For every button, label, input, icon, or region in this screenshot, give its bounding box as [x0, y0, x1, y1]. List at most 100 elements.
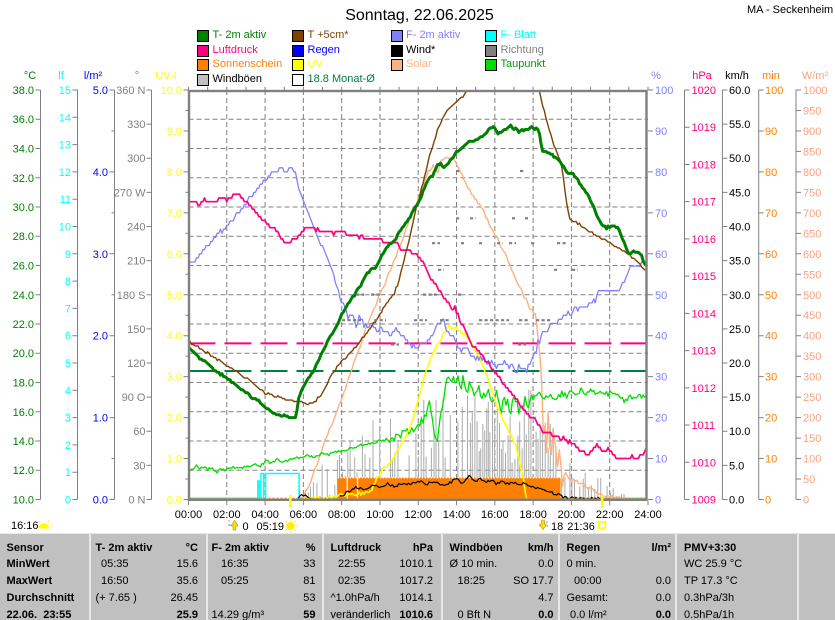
svg-text:120: 120: [127, 358, 145, 370]
svg-text:100: 100: [803, 454, 821, 466]
svg-text:0: 0: [65, 495, 71, 507]
svg-text:°: °: [135, 70, 139, 82]
svg-text:12: 12: [59, 167, 71, 179]
svg-text:38.0: 38.0: [13, 85, 34, 97]
svg-text:22:00: 22:00: [596, 509, 624, 521]
svg-text:1009: 1009: [692, 495, 716, 507]
svg-text:1.0: 1.0: [93, 413, 108, 425]
svg-text:5.0: 5.0: [729, 460, 744, 472]
svg-text:18:00: 18:00: [519, 509, 547, 521]
svg-text:0.0: 0.0: [93, 495, 108, 507]
svg-text:5.0: 5.0: [167, 290, 182, 302]
svg-text:0.0: 0.0: [729, 495, 744, 507]
svg-text:21:36: 21:36: [567, 521, 595, 533]
svg-text:2.0: 2.0: [93, 331, 108, 343]
svg-text:16.0: 16.0: [13, 407, 34, 419]
svg-text:200: 200: [803, 413, 821, 425]
svg-text:800: 800: [803, 167, 821, 179]
svg-text:10: 10: [59, 222, 71, 234]
svg-text:22.0: 22.0: [13, 319, 34, 331]
svg-text:0: 0: [243, 521, 249, 533]
svg-text:50: 50: [765, 290, 777, 302]
svg-text:15.0: 15.0: [729, 392, 750, 404]
svg-text:60.0: 60.0: [729, 85, 750, 97]
svg-text:30: 30: [655, 372, 667, 384]
svg-text:330: 330: [127, 119, 145, 131]
svg-text:8: 8: [65, 276, 71, 288]
svg-text:4.0: 4.0: [93, 167, 108, 179]
svg-text:°C: °C: [24, 70, 36, 82]
svg-text:14: 14: [59, 112, 71, 124]
svg-text:UV-I: UV-I: [155, 70, 176, 82]
svg-text:250: 250: [803, 392, 821, 404]
svg-text:8.0: 8.0: [167, 167, 182, 179]
svg-text:950: 950: [803, 106, 821, 118]
svg-text:3: 3: [65, 413, 71, 425]
svg-text:12.0: 12.0: [13, 465, 34, 477]
svg-text:7.0: 7.0: [167, 208, 182, 220]
svg-text:0 N: 0 N: [128, 495, 145, 507]
svg-text:3.0: 3.0: [167, 372, 182, 384]
svg-text:210: 210: [127, 256, 145, 268]
svg-text:360 N: 360 N: [116, 85, 145, 97]
svg-text:45.0: 45.0: [729, 187, 750, 199]
svg-text:10.0: 10.0: [13, 495, 34, 507]
svg-text:20: 20: [655, 413, 667, 425]
svg-text:270 W: 270 W: [114, 187, 146, 199]
svg-text:700: 700: [803, 208, 821, 220]
svg-text:20.0: 20.0: [729, 358, 750, 370]
svg-text:1013: 1013: [692, 346, 716, 358]
svg-text:1: 1: [65, 467, 71, 479]
svg-text:100: 100: [765, 85, 783, 97]
svg-text:1.0: 1.0: [167, 454, 182, 466]
svg-text:10: 10: [765, 454, 777, 466]
svg-text:300: 300: [803, 372, 821, 384]
svg-text:3.0: 3.0: [93, 249, 108, 261]
svg-text:hPa: hPa: [692, 70, 712, 82]
svg-text:0: 0: [765, 495, 771, 507]
svg-text:04:00: 04:00: [251, 509, 279, 521]
svg-text:30.0: 30.0: [13, 202, 34, 214]
svg-text:min: min: [762, 70, 780, 82]
svg-text:5.0: 5.0: [93, 85, 108, 97]
svg-text:%: %: [651, 70, 661, 82]
svg-text:60: 60: [655, 249, 667, 261]
svg-text:90: 90: [655, 126, 667, 138]
svg-text:750: 750: [803, 187, 821, 199]
svg-text:80: 80: [765, 167, 777, 179]
svg-text:240: 240: [127, 222, 145, 234]
svg-text:450: 450: [803, 310, 821, 322]
svg-text:15: 15: [59, 85, 71, 97]
svg-text:550: 550: [803, 269, 821, 281]
svg-text:70: 70: [765, 208, 777, 220]
svg-text:l/m²: l/m²: [84, 70, 103, 82]
svg-text:350: 350: [803, 351, 821, 363]
svg-text:1016: 1016: [692, 234, 716, 246]
svg-text:30: 30: [133, 460, 145, 472]
svg-text:30: 30: [765, 372, 777, 384]
svg-text:18: 18: [551, 521, 563, 533]
svg-text:10.0: 10.0: [729, 426, 750, 438]
svg-text:11: 11: [60, 194, 71, 206]
svg-text:18.0: 18.0: [13, 378, 34, 390]
svg-text:16:16: 16:16: [11, 520, 39, 532]
svg-text:W/m²: W/m²: [802, 70, 829, 82]
svg-text:6: 6: [65, 331, 71, 343]
svg-text:70: 70: [655, 208, 667, 220]
svg-text:90: 90: [765, 126, 777, 138]
svg-text:08:00: 08:00: [328, 509, 356, 521]
svg-text:02:00: 02:00: [213, 509, 241, 521]
svg-text:40.0: 40.0: [729, 222, 750, 234]
svg-text:1017: 1017: [692, 197, 716, 209]
svg-text:06:00: 06:00: [290, 509, 318, 521]
svg-text:26.0: 26.0: [13, 261, 34, 273]
svg-text:4: 4: [65, 385, 71, 397]
svg-text:60: 60: [765, 249, 777, 261]
svg-text:10: 10: [655, 454, 667, 466]
svg-text:1000: 1000: [803, 85, 827, 97]
svg-text:5: 5: [65, 358, 71, 370]
svg-text:13: 13: [59, 140, 71, 152]
svg-text:1010: 1010: [692, 457, 716, 469]
svg-text:6.0: 6.0: [167, 249, 182, 261]
svg-text:50: 50: [803, 474, 815, 486]
